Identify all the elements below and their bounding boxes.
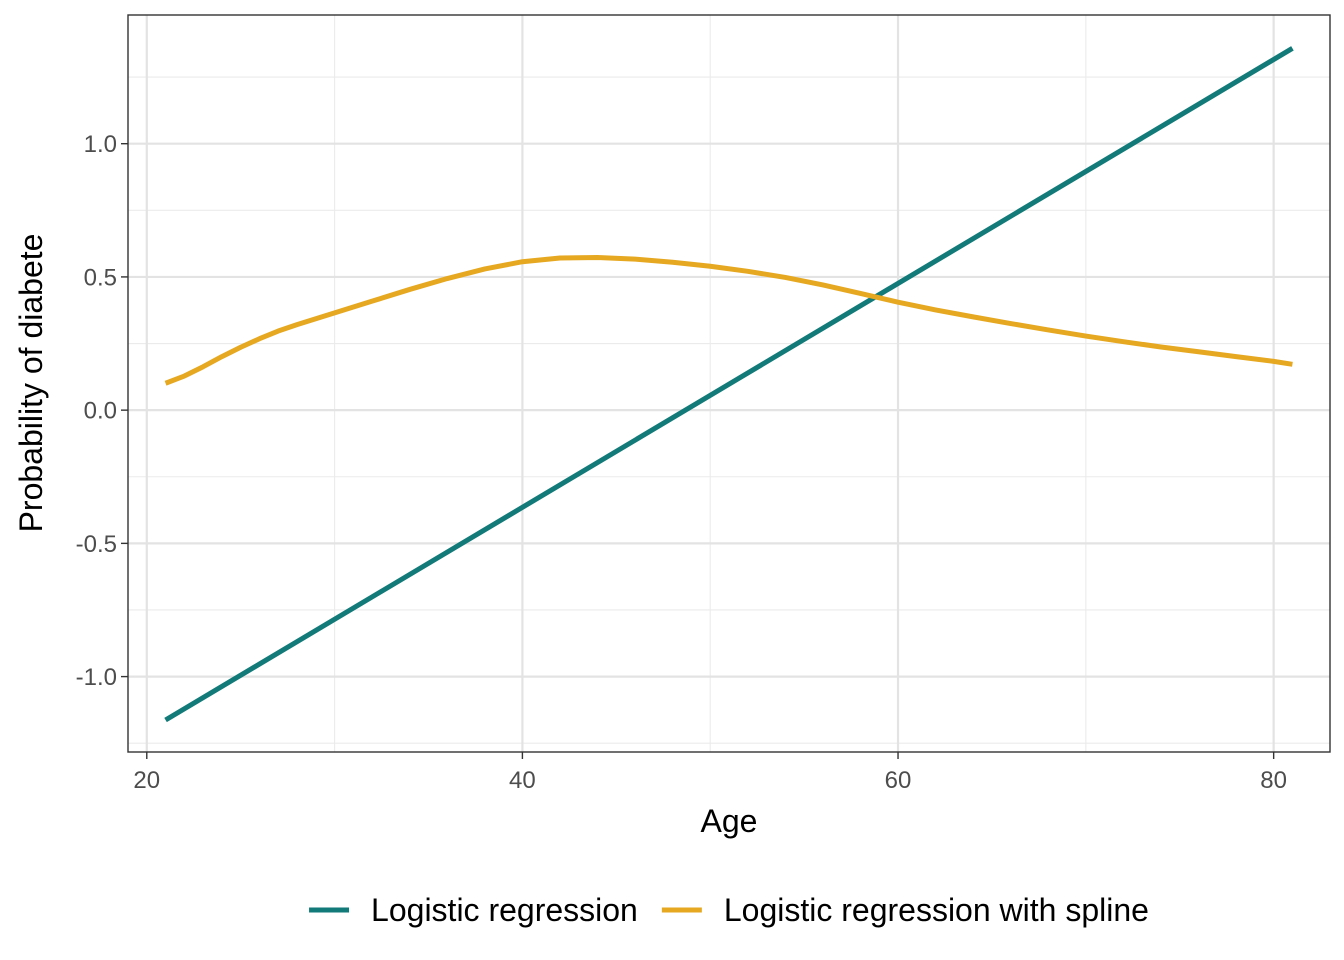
y-tick-label: -0.5 <box>76 531 117 558</box>
series-layer <box>164 46 1294 723</box>
x-tick-label: 20 <box>133 767 160 794</box>
y-tick-label: 1.0 <box>84 131 117 158</box>
tick-labels: 20 40 60 80 -1.0 -0.5 0.0 0.5 1.0 <box>76 131 1287 794</box>
y-tick-label: 0.0 <box>84 398 117 425</box>
y-tick-label: 0.5 <box>84 264 117 291</box>
series-line-logistic-regression <box>164 46 1294 723</box>
x-axis-title: Age <box>701 803 758 839</box>
y-axis-title: Probability of diabete <box>13 234 49 533</box>
legend-label: Logistic regression <box>371 892 638 928</box>
plot-panel-border <box>127 14 1331 753</box>
x-tick-label: 80 <box>1260 767 1287 794</box>
x-tick-label: 40 <box>509 767 536 794</box>
axis-ticks <box>121 142 1275 759</box>
y-tick-label: -1.0 <box>76 664 117 691</box>
legend-item: Logistic regression with spline <box>661 892 1149 928</box>
series-line-logistic-regression-spline <box>164 254 1293 386</box>
x-tick-label: 60 <box>885 767 912 794</box>
legend-item: Logistic regression <box>309 892 638 928</box>
legend-label: Logistic regression with spline <box>724 892 1149 928</box>
major-gridlines <box>128 15 1330 752</box>
legend: Logistic regression Logistic regression w… <box>309 892 1149 928</box>
